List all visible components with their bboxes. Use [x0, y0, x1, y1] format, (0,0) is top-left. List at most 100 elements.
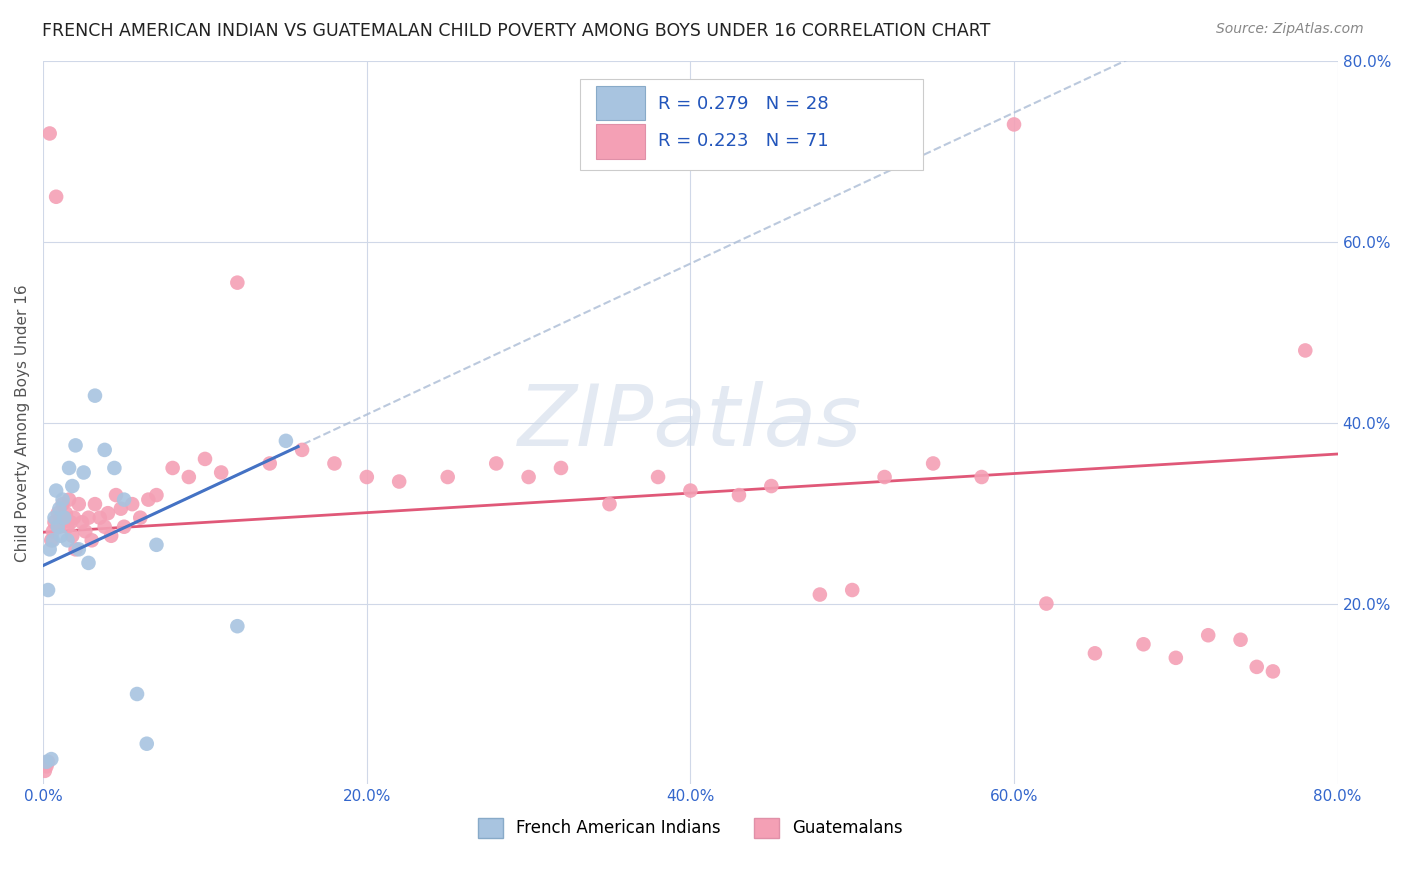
- Point: [162, 461, 184, 475]
- Point: [72, 466, 94, 480]
- Point: [291, 442, 314, 457]
- Point: [436, 470, 458, 484]
- Point: [53, 510, 76, 524]
- Point: [1197, 628, 1219, 642]
- Point: [60, 479, 83, 493]
- Point: [1294, 343, 1316, 358]
- Point: [177, 470, 200, 484]
- Point: [45, 190, 67, 204]
- Point: [728, 488, 751, 502]
- Point: [125, 687, 148, 701]
- Point: [145, 488, 167, 502]
- Point: [34, 764, 56, 778]
- Point: [922, 457, 945, 471]
- Point: [135, 737, 157, 751]
- Point: [194, 452, 217, 467]
- Point: [75, 524, 97, 539]
- Point: [259, 457, 281, 471]
- Point: [39, 533, 62, 548]
- Point: [67, 542, 90, 557]
- Point: [550, 461, 572, 475]
- Point: [42, 524, 65, 539]
- Point: [356, 470, 378, 484]
- Point: [52, 497, 75, 511]
- Point: [52, 492, 75, 507]
- Point: [89, 510, 111, 524]
- Point: [45, 483, 67, 498]
- Point: [60, 529, 83, 543]
- FancyBboxPatch shape: [581, 79, 924, 169]
- Point: [226, 619, 249, 633]
- Point: [80, 533, 103, 548]
- FancyBboxPatch shape: [596, 86, 645, 120]
- Point: [38, 542, 60, 557]
- Text: R = 0.223   N = 71: R = 0.223 N = 71: [658, 132, 828, 150]
- Point: [485, 457, 508, 471]
- Point: [121, 497, 143, 511]
- Point: [388, 475, 411, 489]
- Point: [112, 492, 135, 507]
- Point: [53, 510, 76, 524]
- Point: [58, 461, 80, 475]
- Point: [70, 515, 93, 529]
- Point: [35, 755, 58, 769]
- Point: [1261, 665, 1284, 679]
- Point: [46, 520, 69, 534]
- Point: [55, 506, 77, 520]
- Point: [56, 520, 79, 534]
- Point: [93, 442, 115, 457]
- Point: [209, 466, 232, 480]
- Point: [1229, 632, 1251, 647]
- Point: [1246, 660, 1268, 674]
- Point: [65, 438, 87, 452]
- Point: [58, 492, 80, 507]
- Point: [46, 506, 69, 520]
- Text: ZIPatlas: ZIPatlas: [519, 381, 862, 464]
- Point: [97, 506, 120, 520]
- Point: [1035, 597, 1057, 611]
- Point: [37, 582, 59, 597]
- Point: [77, 510, 100, 524]
- Legend: French American Indians, Guatemalans: French American Indians, Guatemalans: [471, 811, 910, 845]
- Point: [517, 470, 540, 484]
- Point: [56, 533, 79, 548]
- Point: [1164, 650, 1187, 665]
- Point: [84, 389, 107, 403]
- Point: [100, 529, 122, 543]
- Point: [103, 461, 125, 475]
- Point: [808, 588, 831, 602]
- Point: [679, 483, 702, 498]
- Point: [323, 457, 346, 471]
- Point: [44, 510, 66, 524]
- Point: [67, 497, 90, 511]
- Point: [226, 276, 249, 290]
- Point: [112, 520, 135, 534]
- Point: [145, 538, 167, 552]
- Point: [39, 752, 62, 766]
- Point: [37, 755, 59, 769]
- Text: R = 0.279   N = 28: R = 0.279 N = 28: [658, 95, 828, 113]
- Point: [84, 497, 107, 511]
- Point: [93, 520, 115, 534]
- Point: [1132, 637, 1154, 651]
- Point: [761, 479, 783, 493]
- FancyBboxPatch shape: [596, 124, 645, 159]
- Point: [35, 759, 58, 773]
- Point: [970, 470, 993, 484]
- Point: [63, 510, 86, 524]
- Point: [48, 501, 70, 516]
- Point: [274, 434, 297, 448]
- Point: [42, 533, 65, 548]
- Point: [49, 510, 72, 524]
- Point: [129, 510, 152, 524]
- Y-axis label: Child Poverty Among Boys Under 16: Child Poverty Among Boys Under 16: [15, 284, 30, 562]
- Point: [65, 542, 87, 557]
- Text: Source: ZipAtlas.com: Source: ZipAtlas.com: [1216, 22, 1364, 37]
- Point: [49, 529, 72, 543]
- Point: [105, 488, 128, 502]
- Point: [599, 497, 621, 511]
- Point: [48, 520, 70, 534]
- Point: [1084, 646, 1107, 660]
- Point: [38, 127, 60, 141]
- Point: [77, 556, 100, 570]
